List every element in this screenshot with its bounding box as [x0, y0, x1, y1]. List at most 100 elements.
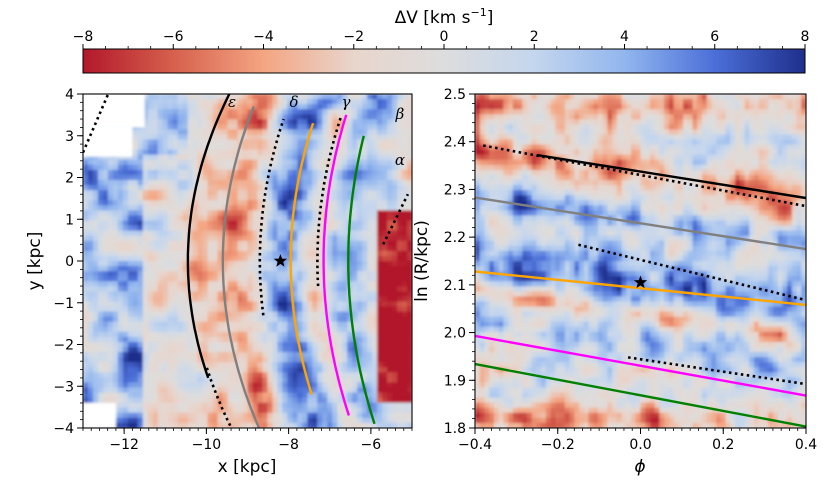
heatmap-cell [132, 412, 139, 419]
heatmap-cell [87, 392, 94, 399]
heatmap-cell [347, 326, 353, 333]
heatmap-cell [217, 94, 224, 100]
heatmap-cell [382, 417, 388, 424]
heatmap-cell [292, 291, 298, 298]
heatmap-cell [222, 159, 229, 166]
heatmap-cell [332, 402, 338, 409]
heatmap-cell [607, 94, 613, 100]
heatmap-cell [347, 144, 353, 151]
heatmap-cell [147, 169, 154, 176]
heatmap-cell [772, 99, 779, 105]
heatmap-cell [397, 407, 403, 414]
heatmap-cell [673, 104, 679, 110]
heatmap-cell [277, 321, 283, 328]
heatmap-cell [132, 149, 139, 156]
heatmap-cell [377, 129, 383, 136]
heatmap-cell [97, 210, 104, 217]
heatmap-cell [142, 407, 149, 414]
heatmap-cell [192, 119, 199, 125]
heatmap-cell [277, 144, 283, 151]
heatmap-cell [252, 296, 259, 303]
heatmap-cell [735, 114, 741, 120]
heatmap-cell [649, 104, 656, 110]
heatmap-cell [372, 352, 378, 358]
heatmap-cell [377, 134, 383, 141]
heatmap-cell [157, 372, 164, 378]
heatmap-cell [252, 372, 259, 378]
heatmap-cell [397, 124, 403, 131]
heatmap-cell [197, 99, 204, 105]
heatmap-cell [322, 316, 328, 323]
heatmap-cell [197, 402, 204, 409]
heatmap-cell [327, 296, 333, 303]
heatmap-cell [347, 195, 353, 201]
heatmap-cell [377, 250, 383, 257]
heatmap-cell [83, 321, 89, 328]
heatmap-cell [297, 94, 303, 100]
heatmap-cell [397, 341, 403, 348]
heatmap-cell [292, 372, 298, 378]
heatmap-cell [377, 417, 383, 424]
heatmap-cell [367, 261, 373, 267]
heatmap-cell [347, 372, 353, 378]
heatmap-cell [782, 99, 788, 105]
heatmap-cell [327, 347, 333, 353]
heatmap-cell [407, 149, 412, 156]
heatmap-cell [207, 417, 214, 424]
heatmap-cell [227, 255, 234, 262]
heatmap-cell [322, 271, 328, 277]
heatmap-cell [262, 190, 269, 196]
heatmap-cell [257, 164, 264, 171]
heatmap-cell [297, 417, 303, 424]
heatmap-cell [112, 154, 119, 161]
heatmap-cell [397, 144, 403, 151]
heatmap-cell [202, 144, 209, 151]
heatmap-cell [352, 149, 358, 156]
heatmap-cell [407, 281, 412, 287]
heatmap-cell [157, 336, 164, 343]
heatmap-cell [292, 225, 298, 232]
heatmap-cell [162, 134, 169, 141]
heatmap-cell [277, 417, 283, 424]
heatmap-cell [277, 159, 283, 166]
heatmap-cell [217, 321, 224, 328]
heatmap-cell [484, 119, 490, 125]
heatmap-cell [645, 119, 651, 125]
heatmap-cell [387, 311, 393, 318]
heatmap-cell [127, 240, 134, 247]
heatmap-cell [152, 159, 159, 166]
heatmap-cell [267, 266, 274, 272]
heatmap-cell [232, 402, 239, 409]
heatmap-cell [202, 301, 209, 308]
heatmap-cell [327, 164, 333, 171]
heatmap-cell [112, 230, 119, 237]
heatmap-cell [536, 119, 542, 125]
heatmap-cell [664, 119, 670, 125]
heatmap-cell [262, 316, 269, 323]
heatmap-cell [187, 341, 194, 348]
heatmap-cell [297, 331, 303, 338]
heatmap-cell [352, 316, 358, 323]
heatmap-cell [212, 225, 219, 232]
heatmap-cell [122, 271, 129, 277]
heatmap-cell [227, 352, 234, 358]
heatmap-cell [692, 114, 698, 120]
heatmap-cell [187, 412, 194, 419]
heatmap-cell [83, 362, 89, 368]
heatmap-cell [242, 190, 249, 196]
heatmap-cell [307, 220, 313, 227]
heatmap-cell [402, 311, 408, 318]
heatmap-cell [152, 417, 159, 424]
heatmap-cell [217, 195, 224, 201]
heatmap-cell [147, 387, 154, 394]
heatmap-cell [197, 306, 204, 313]
heatmap-cell [247, 210, 254, 217]
heatmap-cell [147, 240, 154, 247]
heatmap-cell [588, 94, 594, 100]
heatmap-cell [162, 412, 169, 419]
heatmap-cell [332, 94, 338, 100]
heatmap-cell [377, 109, 383, 115]
heatmap-cell [332, 180, 338, 186]
heatmap-cell [527, 109, 533, 115]
heatmap-cell [397, 255, 403, 262]
